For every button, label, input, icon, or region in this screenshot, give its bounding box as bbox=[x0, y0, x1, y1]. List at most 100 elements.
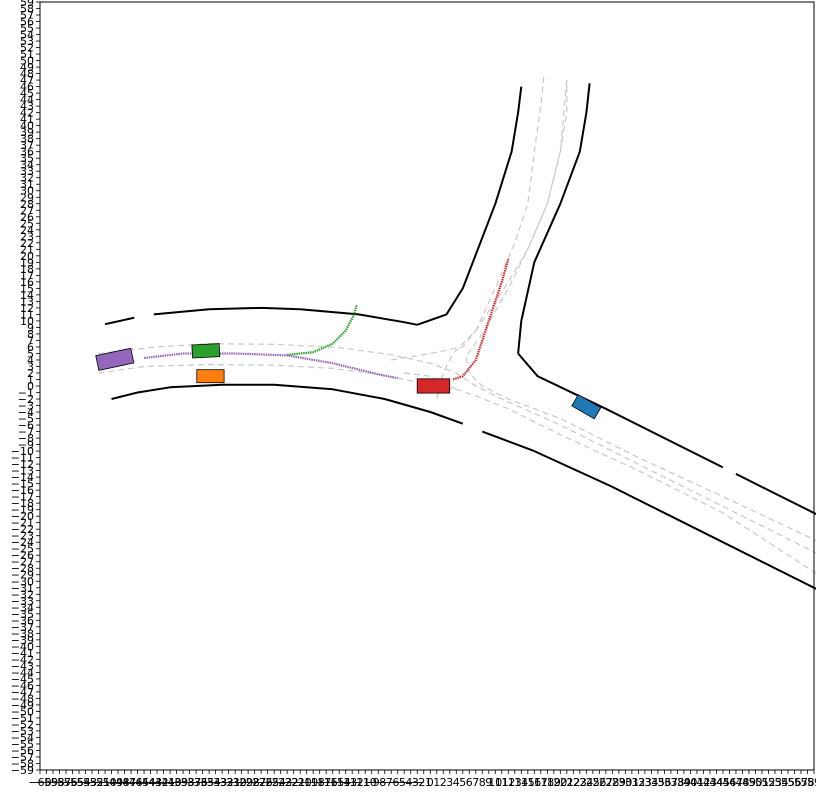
x-tick-label: −4 bbox=[396, 776, 412, 789]
x-tick-label: 9 bbox=[485, 776, 492, 789]
lane-centerline bbox=[98, 363, 816, 574]
road-edge bbox=[735, 473, 816, 516]
y-tick-label: −39 bbox=[11, 634, 34, 647]
x-tick-label: 27 bbox=[599, 776, 613, 789]
x-tick-label: −57 bbox=[48, 776, 71, 789]
x-tick-label: −31 bbox=[217, 776, 240, 789]
y-tick-label: −13 bbox=[11, 465, 34, 478]
y-tick-label: −44 bbox=[11, 666, 34, 679]
y-tick-label: −14 bbox=[11, 471, 34, 484]
x-tick-label: −11 bbox=[347, 776, 370, 789]
x-tick-label: 21 bbox=[560, 776, 574, 789]
y-tick-label: 59 bbox=[20, 0, 34, 9]
x-tick-label: 0 bbox=[427, 776, 434, 789]
y-tick-label: −24 bbox=[11, 536, 34, 549]
road-edge bbox=[111, 383, 464, 425]
y-tick-label: −35 bbox=[11, 608, 34, 621]
y-tick-label: 23 bbox=[20, 230, 34, 243]
y-tick-label: −48 bbox=[11, 692, 34, 705]
x-tick-label: −47 bbox=[113, 776, 136, 789]
y-tick-label: 24 bbox=[20, 224, 34, 237]
x-tick-label: −53 bbox=[74, 776, 97, 789]
y-tick-label: −21 bbox=[11, 517, 34, 530]
x-tick-label: −10 bbox=[354, 776, 377, 789]
x-tick-label: −36 bbox=[184, 776, 207, 789]
x-tick-label: −59 bbox=[35, 776, 58, 789]
x-tick-label: 35 bbox=[651, 776, 665, 789]
y-tick-label: −7 bbox=[18, 426, 34, 439]
y-tick-label: −36 bbox=[11, 614, 34, 627]
y-tick-label: 12 bbox=[20, 302, 34, 315]
trajectory-line bbox=[143, 352, 398, 380]
x-tick-label: 19 bbox=[547, 776, 561, 789]
road-edge bbox=[416, 86, 523, 326]
x-tick-label: −27 bbox=[243, 776, 266, 789]
y-tick-label: 8 bbox=[27, 328, 34, 341]
y-tick-label: 45 bbox=[20, 87, 34, 100]
x-tick-label: −14 bbox=[328, 776, 351, 789]
x-tick-label: −2 bbox=[409, 776, 425, 789]
x-tick-label: 42 bbox=[696, 776, 710, 789]
x-tick-label: −24 bbox=[263, 776, 286, 789]
x-tick-label: −6 bbox=[383, 776, 399, 789]
y-tick-label: 51 bbox=[20, 48, 34, 61]
x-tick-label: 50 bbox=[748, 776, 762, 789]
y-tick-label: 17 bbox=[20, 269, 34, 282]
y-tick-label: −19 bbox=[11, 504, 34, 517]
y-tick-label: −49 bbox=[11, 699, 34, 712]
x-tick-label: 45 bbox=[716, 776, 730, 789]
x-tick-label: 31 bbox=[625, 776, 639, 789]
y-tick-label: −18 bbox=[11, 497, 34, 510]
y-tick-label: −16 bbox=[11, 484, 34, 497]
y-tick-label: 9 bbox=[27, 321, 34, 334]
vehicles bbox=[95, 343, 602, 420]
y-tick-label: −37 bbox=[11, 621, 34, 634]
x-tick-label: −20 bbox=[289, 776, 312, 789]
x-tick-label: 39 bbox=[677, 776, 691, 789]
x-tick-label: 20 bbox=[553, 776, 567, 789]
x-tick-label: −28 bbox=[237, 776, 260, 789]
x-tick-label: −50 bbox=[93, 776, 116, 789]
y-tick-label: 37 bbox=[20, 139, 34, 152]
x-tick-label: 23 bbox=[573, 776, 587, 789]
y-axis-ticks: −59−58−57−56−55−54−53−52−51−50−49−48−47−… bbox=[11, 0, 40, 777]
x-tick-label: −39 bbox=[165, 776, 188, 789]
x-tick-label: −13 bbox=[334, 776, 357, 789]
x-tick-label: −1 bbox=[416, 776, 432, 789]
lane-centerline bbox=[475, 80, 568, 332]
x-tick-label: −5 bbox=[390, 776, 406, 789]
y-tick-label: −23 bbox=[11, 530, 34, 543]
x-tick-label: −37 bbox=[178, 776, 201, 789]
x-tick-label: −35 bbox=[191, 776, 214, 789]
y-tick-label: −40 bbox=[11, 640, 34, 653]
y-tick-label: 40 bbox=[20, 120, 34, 133]
vehicle-blue bbox=[571, 394, 602, 420]
x-tick-label: 16 bbox=[527, 776, 541, 789]
x-tick-label: 49 bbox=[742, 776, 756, 789]
x-tick-label: −41 bbox=[152, 776, 175, 789]
y-tick-label: 46 bbox=[20, 81, 34, 94]
x-tick-label: −51 bbox=[87, 776, 110, 789]
x-tick-label: −7 bbox=[377, 776, 393, 789]
x-tick-label: 46 bbox=[722, 776, 736, 789]
y-tick-label: −8 bbox=[18, 432, 34, 445]
y-tick-label: −17 bbox=[11, 491, 34, 504]
x-tick-label: −19 bbox=[295, 776, 318, 789]
y-tick-label: 16 bbox=[20, 276, 34, 289]
x-tick-label: 32 bbox=[631, 776, 645, 789]
x-tick-label: −46 bbox=[119, 776, 142, 789]
y-tick-label: 56 bbox=[20, 16, 34, 29]
x-tick-label: −23 bbox=[269, 776, 292, 789]
y-tick-label: −51 bbox=[11, 712, 34, 725]
y-tick-label: −32 bbox=[11, 588, 34, 601]
y-tick-label: −22 bbox=[11, 523, 34, 536]
y-tick-label: −11 bbox=[11, 452, 34, 465]
x-tick-label: 57 bbox=[794, 776, 808, 789]
y-tick-label: 48 bbox=[20, 68, 34, 81]
x-tick-label: 36 bbox=[657, 776, 671, 789]
x-tick-label: 22 bbox=[566, 776, 580, 789]
x-tick-label: −18 bbox=[302, 776, 325, 789]
y-tick-label: 39 bbox=[20, 126, 34, 139]
y-tick-label: 44 bbox=[20, 94, 34, 107]
lane-centerlines bbox=[98, 73, 816, 574]
